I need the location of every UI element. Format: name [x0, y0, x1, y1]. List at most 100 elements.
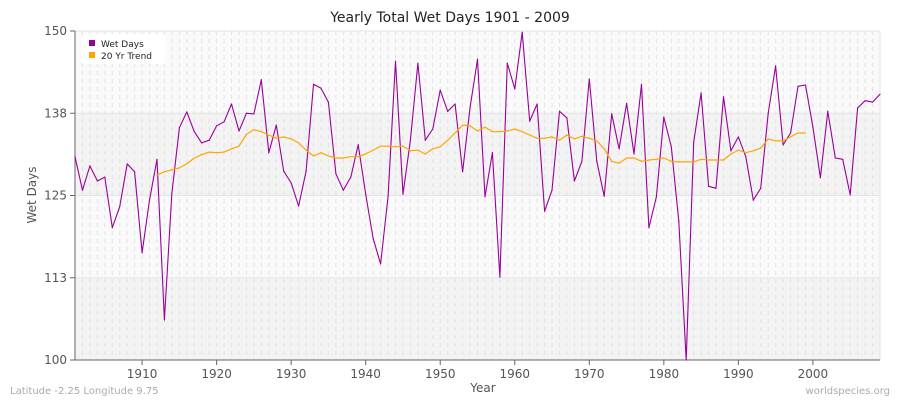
trend-point — [424, 153, 426, 155]
wet-days-point — [693, 141, 695, 143]
trend-point — [588, 137, 590, 139]
wet-days-point — [119, 206, 121, 208]
y-tick-label: 100 — [44, 353, 67, 367]
wet-days-point — [432, 128, 434, 130]
wet-days-point — [849, 194, 851, 196]
trend-line — [156, 124, 806, 176]
trend-point — [275, 137, 277, 139]
chart-title: Yearly Total Wet Days 1901 - 2009 — [329, 10, 570, 26]
trend-point — [797, 132, 799, 134]
trend-point — [447, 139, 449, 141]
wet-days-point — [461, 171, 464, 173]
trend-point — [305, 149, 307, 151]
wet-days-point — [134, 171, 136, 173]
trend-point — [454, 132, 456, 134]
trend-point — [514, 128, 516, 130]
wet-days-point — [81, 189, 84, 191]
legend-swatch-trend — [89, 52, 95, 58]
wet-days-point — [655, 196, 657, 198]
wet-days-point — [380, 263, 382, 265]
trend-point — [558, 139, 561, 141]
trend-point — [789, 136, 792, 138]
wet-days-point — [305, 170, 307, 172]
trend-point — [439, 146, 441, 148]
trend-point — [268, 134, 270, 136]
wet-days-point — [745, 156, 747, 158]
trend-point — [245, 133, 248, 135]
wet-days-point — [96, 180, 98, 182]
wet-days-point — [186, 111, 188, 113]
y-tick-label: 150 — [44, 24, 67, 38]
trend-point — [320, 152, 322, 154]
y-tick-label: 125 — [44, 189, 67, 203]
wet-days-point — [804, 84, 807, 86]
trend-point — [745, 152, 747, 154]
wet-days-point — [402, 193, 404, 195]
legend-swatch-wet-days — [89, 40, 95, 46]
trend-point — [186, 163, 188, 165]
trend-point — [737, 149, 739, 151]
x-tick-label: 2000 — [798, 367, 829, 381]
legend: Wet Days 20 Yr Trend — [82, 34, 166, 64]
wet-days-point — [298, 205, 300, 207]
wet-days-point — [89, 165, 91, 167]
wet-days-point — [454, 103, 456, 105]
trend-point — [782, 140, 784, 142]
wet-days-point — [834, 157, 836, 159]
x-tick-label: 1910 — [127, 367, 158, 381]
wet-days-point — [529, 120, 531, 122]
wet-days-point — [111, 227, 113, 229]
trend-point — [611, 160, 613, 162]
wet-days-point — [678, 220, 680, 222]
wet-days-point — [543, 210, 546, 212]
trend-point — [767, 138, 769, 140]
trend-point — [283, 136, 285, 138]
trend-point — [603, 148, 605, 150]
trend-point — [655, 158, 657, 160]
wet-days-point — [372, 237, 374, 239]
legend-label-wet-days: Wet Days — [101, 40, 144, 50]
trend-point — [581, 135, 583, 137]
trend-point — [238, 145, 240, 147]
wet-days-point — [737, 136, 739, 138]
trend-point — [640, 160, 643, 162]
wet-days-point — [394, 60, 397, 62]
trend-point — [432, 148, 434, 150]
wet-days-point — [842, 158, 844, 160]
wet-days-point — [148, 199, 151, 201]
wet-days-point — [611, 113, 613, 115]
wet-days-point — [223, 121, 225, 123]
trend-point — [312, 155, 315, 157]
trend-point — [387, 145, 389, 147]
x-tick-label: 1920 — [201, 367, 232, 381]
trend-point — [402, 145, 404, 147]
wet-days-point — [700, 92, 702, 94]
wet-days-point — [484, 196, 486, 198]
wet-days-point — [424, 139, 426, 141]
wet-days-point — [171, 192, 173, 194]
trend-point — [685, 161, 687, 163]
wet-days-point — [588, 78, 590, 80]
wet-days-point — [245, 112, 248, 114]
wet-days-point — [506, 62, 508, 64]
trend-point — [342, 157, 344, 159]
wet-days-point — [596, 160, 598, 162]
wet-days-point — [879, 93, 881, 95]
trend-point — [648, 159, 650, 161]
wet-days-point — [320, 87, 322, 89]
trend-point — [476, 130, 479, 132]
wet-days-point — [163, 319, 166, 321]
wet-days-point — [238, 130, 240, 132]
wet-days-point — [74, 156, 76, 158]
wet-days-point — [685, 359, 687, 361]
wet-days-point — [312, 83, 315, 85]
trend-point — [529, 134, 531, 136]
trend-point — [551, 136, 553, 138]
trend-point — [178, 167, 180, 169]
trend-point — [298, 142, 300, 144]
trend-point — [380, 145, 382, 147]
trend-point — [208, 151, 210, 153]
wet-days-point — [216, 125, 218, 127]
wet-days-point — [350, 176, 352, 178]
wet-days-point — [558, 110, 561, 112]
